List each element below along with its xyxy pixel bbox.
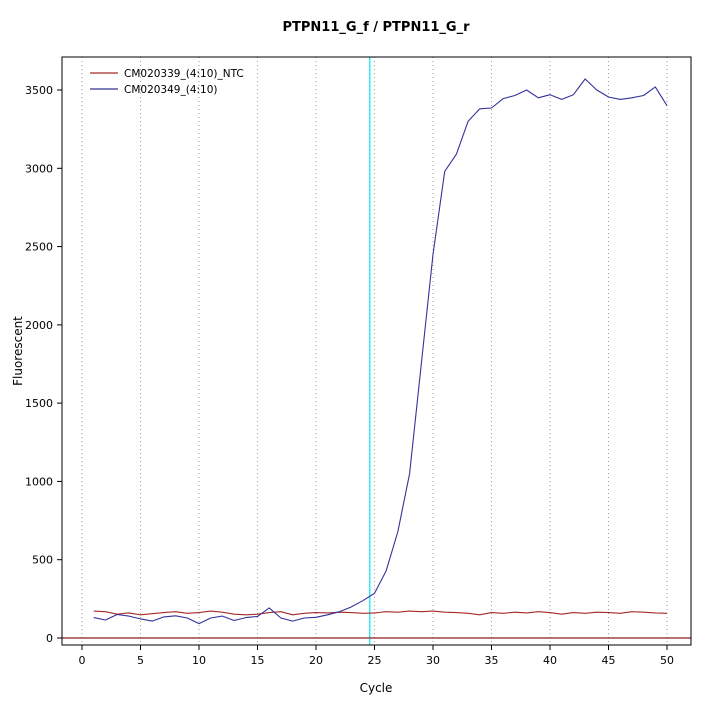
x-axis-ticks: 0 5 10 15 20 25 30 35 40 45 50 <box>79 645 674 667</box>
y-tick-label: 1500 <box>25 397 53 410</box>
plot-border <box>61 56 692 646</box>
legend-label-sample: CM020349_(4:10) <box>124 84 218 96</box>
x-axis-label: Cycle <box>360 681 393 695</box>
series-ntc-line <box>93 610 668 616</box>
y-tick-label: 1000 <box>25 475 53 488</box>
y-tick-label: 3000 <box>25 162 53 175</box>
x-tick-label: 5 <box>137 654 144 667</box>
y-tick-label: 500 <box>32 554 53 567</box>
x-tick-label: 40 <box>543 654 557 667</box>
y-tick-label: 2000 <box>25 319 53 332</box>
legend: CM020339_(4:10)_NTC CM020349_(4:10) <box>90 68 244 96</box>
y-tick-label: 0 <box>46 632 53 645</box>
x-tick-label: 15 <box>251 654 265 667</box>
series-sample-line <box>93 78 668 625</box>
x-tick-label: 0 <box>79 654 86 667</box>
chart-title: PTPN11_G_f / PTPN11_G_r <box>283 20 471 35</box>
x-tick-label: 25 <box>368 654 382 667</box>
x-tick-label: 20 <box>309 654 323 667</box>
x-tick-label: 50 <box>660 654 674 667</box>
y-tick-label: 2500 <box>25 241 53 254</box>
gridlines <box>81 57 668 645</box>
x-tick-label: 30 <box>426 654 440 667</box>
y-axis-label: Fluorescent <box>11 316 25 386</box>
y-axis-ticks: 0 500 1000 1500 2000 2500 3000 3500 <box>25 84 62 645</box>
y-tick-label: 3500 <box>25 84 53 97</box>
data-series <box>93 78 668 625</box>
legend-label-ntc: CM020339_(4:10)_NTC <box>124 68 244 80</box>
x-tick-label: 10 <box>192 654 206 667</box>
x-tick-label: 35 <box>485 654 499 667</box>
x-tick-label: 45 <box>602 654 616 667</box>
